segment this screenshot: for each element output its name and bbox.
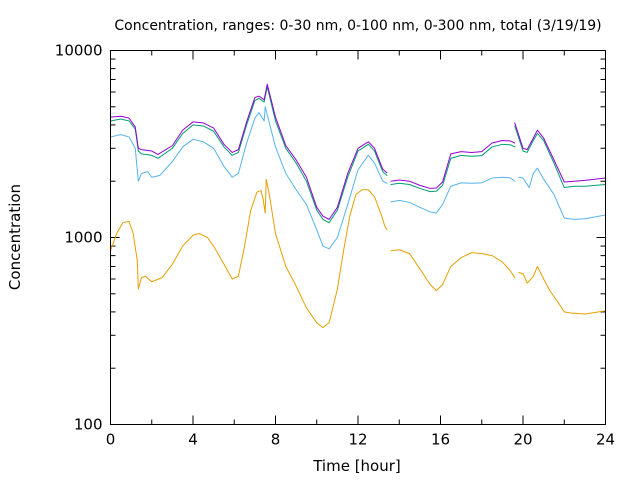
chart-title: Concentration, ranges: 0-30 nm, 0-100 nm… <box>114 18 601 34</box>
x-tick-label: 12 <box>348 431 367 449</box>
axis-ticks: 0 4 8 12 16 20 24 100 1000 10000 <box>55 42 615 449</box>
series-line <box>518 167 606 220</box>
series-line <box>390 140 516 189</box>
x-tick-label: 20 <box>513 431 532 449</box>
series-line <box>390 249 516 292</box>
x-tick-label: 8 <box>271 431 281 449</box>
y-tick-label: 100 <box>74 416 103 434</box>
series-3 <box>110 86 606 224</box>
plot-frame <box>110 50 606 425</box>
x-axis-label: Time [hour] <box>312 457 401 475</box>
series-line <box>110 178 388 329</box>
x-tick-label: 0 <box>106 431 116 449</box>
y-axis-label: Concentration <box>6 184 24 290</box>
series-layer <box>110 83 606 329</box>
series-line <box>110 106 388 250</box>
series-line <box>514 122 606 183</box>
series-line <box>514 125 606 189</box>
x-tick-label: 24 <box>596 431 615 449</box>
series-line <box>390 143 516 193</box>
x-tick-label: 4 <box>188 431 198 449</box>
y-tick-label: 10000 <box>55 42 103 60</box>
series-2 <box>110 106 606 250</box>
y-tick-label: 1000 <box>64 229 102 247</box>
series-4 <box>110 83 606 220</box>
series-line <box>390 176 516 214</box>
series-line <box>518 265 606 315</box>
series-line <box>110 86 388 224</box>
series-line <box>110 83 388 220</box>
series-1 <box>110 178 606 329</box>
x-tick-label: 16 <box>431 431 450 449</box>
